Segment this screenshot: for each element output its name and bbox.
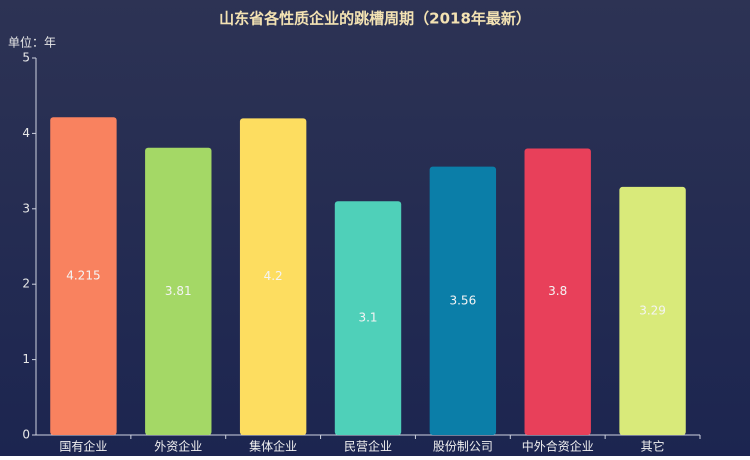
x-tick-label: 其它 <box>641 439 665 454</box>
data-label: 3.8 <box>548 284 567 298</box>
data-label: 4.215 <box>66 269 100 283</box>
bar <box>334 201 402 435</box>
y-tick-label: 5 <box>22 51 30 65</box>
y-tick-label: 1 <box>22 352 30 366</box>
x-tick-label: 集体企业 <box>249 439 297 454</box>
y-tick-label: 4 <box>22 126 30 140</box>
y-tick-label: 2 <box>22 277 30 291</box>
bar <box>619 186 686 435</box>
bar <box>50 117 117 436</box>
x-tick-label: 外资企业 <box>154 439 202 454</box>
bar <box>145 147 212 435</box>
data-label: 3.29 <box>639 303 666 317</box>
y-tick-label: 3 <box>22 201 30 215</box>
x-tick-label: 民营企业 <box>344 439 392 454</box>
x-tick-label: 国有企业 <box>59 439 107 454</box>
y-tick-label: 0 <box>22 428 30 442</box>
data-label: 3.56 <box>449 293 476 307</box>
x-tick-label: 股份制公司 <box>433 440 493 454</box>
bar <box>239 118 307 435</box>
data-label: 3.1 <box>358 311 377 325</box>
data-label: 4.2 <box>264 269 283 283</box>
x-tick-label: 中外合资企业 <box>522 439 594 454</box>
chart-title: 山东省各性质企业的跳槽周期（2018年最新） <box>219 10 531 28</box>
bar <box>429 166 497 436</box>
y-axis-label: 单位：年 <box>8 35 56 50</box>
data-label: 3.81 <box>165 284 192 298</box>
bar <box>524 148 591 436</box>
